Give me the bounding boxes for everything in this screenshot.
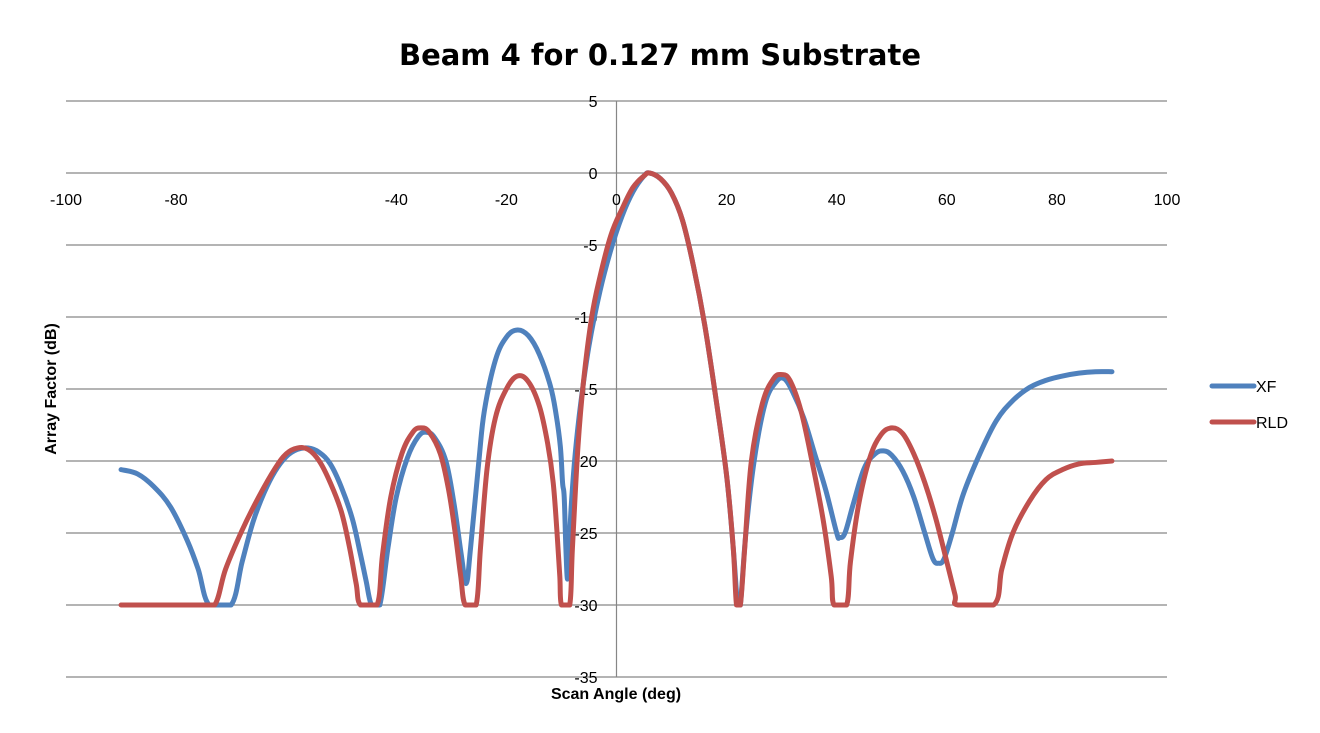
y-tick-label: -25 xyxy=(574,526,597,543)
legend-label-xf: XF xyxy=(1256,379,1277,396)
x-tick-label: 100 xyxy=(1154,192,1181,209)
y-tick-label: -20 xyxy=(574,454,597,471)
x-tick-label: 0 xyxy=(612,192,621,209)
series-layer xyxy=(118,170,1115,608)
x-tick-label: 60 xyxy=(938,192,956,209)
y-tick-labels: 50-5-10-15-20-25-30-35 xyxy=(574,94,597,687)
legend: XF RLD xyxy=(1209,379,1288,432)
y-tick-label: -30 xyxy=(574,598,597,615)
y-tick-label: 5 xyxy=(589,94,598,111)
y-tick-label: -15 xyxy=(574,382,597,399)
x-axis-label: Scan Angle (deg) xyxy=(551,686,681,703)
x-tick-label: -100 xyxy=(50,192,82,209)
x-tick-label: -40 xyxy=(385,192,408,209)
y-tick-label: 0 xyxy=(589,166,598,183)
y-tick-label: -5 xyxy=(583,238,597,255)
series-line-rld xyxy=(118,170,1115,608)
x-tick-label: 40 xyxy=(828,192,846,209)
x-tick-label: -80 xyxy=(165,192,188,209)
y-tick-label: -35 xyxy=(574,670,597,687)
y-axis-label: Array Factor (dB) xyxy=(43,323,60,455)
legend-label-rld: RLD xyxy=(1256,415,1288,432)
chart-title: Beam 4 for 0.127 mm Substrate xyxy=(399,38,921,72)
x-tick-label: 80 xyxy=(1048,192,1066,209)
x-tick-label: -20 xyxy=(495,192,518,209)
x-tick-labels: -100 -80 -40 -20 0 20 40 60 80 100 xyxy=(50,192,1180,209)
x-tick-label: 20 xyxy=(718,192,736,209)
